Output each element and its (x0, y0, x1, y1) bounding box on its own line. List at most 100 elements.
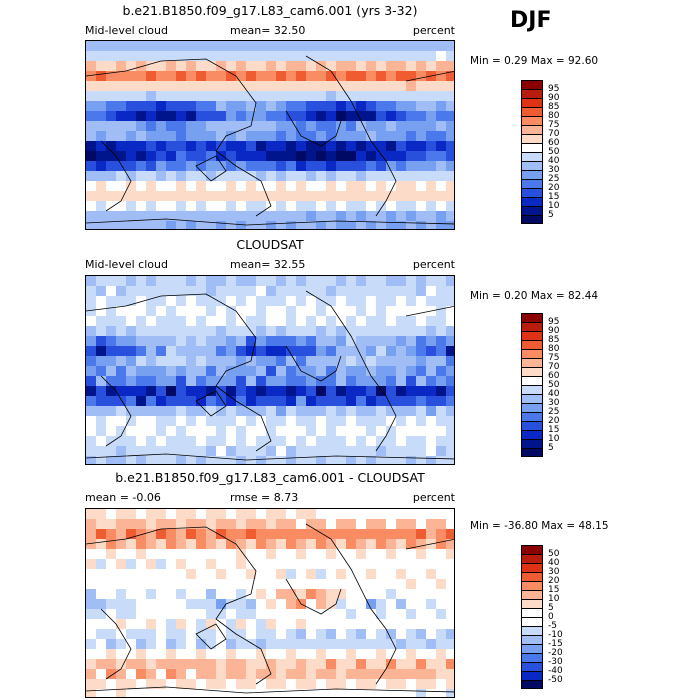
heatmap-cell (146, 171, 157, 182)
heatmap-cell (356, 406, 367, 417)
heatmap-cell (436, 171, 447, 182)
heatmap-cell (256, 211, 267, 222)
heatmap-cell (236, 609, 247, 620)
heatmap-cell (446, 131, 454, 142)
heatmap-cell (86, 609, 97, 620)
heatmap-cell (276, 61, 287, 72)
heatmap-cell (446, 276, 454, 287)
heatmap-cell (346, 121, 357, 132)
heatmap-cell (146, 456, 157, 464)
heatmap-cell (106, 629, 117, 640)
heatmap-cell (86, 161, 97, 172)
heatmap-cell (446, 41, 454, 52)
heatmap-cell (246, 456, 257, 464)
heatmap-cell (176, 161, 187, 172)
heatmap-cell (256, 346, 267, 357)
heatmap-cell (176, 649, 187, 660)
heatmap-cell (206, 316, 217, 327)
heatmap-cell (256, 456, 267, 464)
heatmap-cell (376, 101, 387, 112)
heatmap-cell (306, 426, 317, 437)
heatmap-cell (276, 151, 287, 162)
heatmap-cell (186, 201, 197, 212)
heatmap-cell (246, 221, 257, 229)
heatmap-cell (256, 366, 267, 377)
heatmap-cell (406, 171, 417, 182)
colorbar-swatch (521, 385, 543, 394)
heatmap-cell (156, 669, 167, 680)
heatmap-cell (446, 326, 454, 337)
heatmap-cell (136, 221, 147, 229)
heatmap-cell (256, 191, 267, 202)
heatmap-cell (246, 519, 257, 530)
heatmap-cell (246, 316, 257, 327)
heatmap-cell (206, 386, 217, 397)
heatmap-cell (286, 679, 297, 690)
colorbar-tick-label: -10 (548, 630, 563, 640)
heatmap-cell (396, 171, 407, 182)
heatmap-cell (206, 336, 217, 347)
heatmap-cell (376, 111, 387, 122)
heatmap-cell (156, 579, 167, 590)
heatmap-cell (276, 131, 287, 142)
heatmap-cell (246, 51, 257, 62)
heatmap-cell (246, 376, 257, 387)
heatmap-cell (116, 306, 127, 317)
heatmap-cell (86, 101, 97, 112)
heatmap-cell (396, 141, 407, 152)
heatmap-cell (286, 569, 297, 580)
heatmap-cell (296, 639, 307, 650)
heatmap-cell (276, 161, 287, 172)
heatmap-cell (376, 629, 387, 640)
heatmap-cell (366, 201, 377, 212)
heatmap-cell (206, 51, 217, 62)
heatmap-cell (326, 436, 337, 447)
heatmap-cell (256, 81, 267, 92)
heatmap-cell (206, 406, 217, 417)
heatmap-cell (276, 456, 287, 464)
heatmap-cell (236, 316, 247, 327)
heatmap-cell (366, 669, 377, 680)
heatmap-cell (136, 436, 147, 447)
heatmap-cell (336, 91, 347, 102)
heatmap-cell (176, 509, 187, 520)
heatmap-cell (406, 191, 417, 202)
heatmap-cell (286, 51, 297, 62)
panel-3-mean: mean = -0.06 (85, 491, 161, 504)
heatmap-cell (326, 141, 337, 152)
heatmap-cell (296, 316, 307, 327)
heatmap-cell (116, 659, 127, 670)
heatmap-cell (406, 286, 417, 297)
heatmap-cell (156, 316, 167, 327)
heatmap-cell (126, 589, 137, 600)
heatmap-cell (146, 679, 157, 690)
heatmap-cell (436, 306, 447, 317)
heatmap-cell (216, 376, 227, 387)
heatmap-cell (106, 221, 117, 229)
heatmap-cell (426, 346, 437, 357)
heatmap-cell (216, 211, 227, 222)
heatmap-cell (146, 376, 157, 387)
heatmap-cell (446, 649, 454, 660)
heatmap-cell (106, 91, 117, 102)
colorbar-tick-label: 50 (548, 549, 560, 559)
heatmap-cell (346, 61, 357, 72)
heatmap-cell (376, 201, 387, 212)
heatmap-cell (406, 426, 417, 437)
heatmap-cell (326, 326, 337, 337)
heatmap-cell (376, 579, 387, 590)
heatmap-cell (236, 326, 247, 337)
heatmap-cell (346, 569, 357, 580)
heatmap-cell (226, 456, 237, 464)
heatmap-cell (246, 436, 257, 447)
heatmap-cell (406, 91, 417, 102)
heatmap-cell (166, 456, 177, 464)
heatmap-cell (206, 669, 217, 680)
heatmap-cell (346, 131, 357, 142)
colorbar-swatch (521, 161, 543, 170)
heatmap-cell (256, 376, 267, 387)
colorbar-swatch (521, 448, 543, 457)
heatmap-cell (176, 456, 187, 464)
heatmap-cell (426, 689, 437, 697)
heatmap-cell (246, 619, 257, 630)
